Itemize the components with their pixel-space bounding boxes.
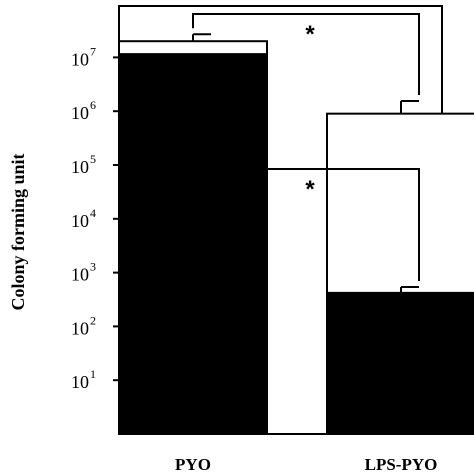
y-tick-exponent: 7 bbox=[90, 44, 96, 58]
y-tick-label: 10 bbox=[71, 49, 89, 69]
y-tick-base: 10 bbox=[71, 157, 89, 177]
significance-bracket bbox=[192, 168, 420, 281]
y-tick-label: 10 bbox=[71, 372, 89, 392]
y-tick-label: 10 bbox=[71, 265, 89, 285]
y-tick-base: 10 bbox=[71, 49, 89, 69]
y-tick-exponent: 5 bbox=[90, 152, 96, 166]
y-tick-base: 10 bbox=[71, 103, 89, 123]
significance-asterisk: * bbox=[305, 21, 315, 48]
category-label-lps-pyo: LPS-PYO bbox=[365, 455, 438, 474]
y-tick-exponent: 1 bbox=[90, 367, 96, 381]
bars bbox=[118, 40, 474, 436]
y-tick-exponent: 3 bbox=[90, 260, 96, 274]
y-tick-exponent: 2 bbox=[90, 313, 96, 327]
y-tick-base: 10 bbox=[71, 372, 89, 392]
y-tick-base: 10 bbox=[71, 211, 89, 231]
significance-asterisk: * bbox=[305, 176, 315, 203]
category-label-pyo: PYO bbox=[175, 455, 211, 474]
significance-bracket bbox=[192, 13, 420, 95]
y-tick-exponent: 6 bbox=[90, 98, 96, 112]
bar-lps-pyo-series-1 bbox=[326, 291, 474, 436]
y-tick-base: 10 bbox=[71, 318, 89, 338]
significance-brackets: ** bbox=[192, 13, 420, 281]
y-tick-label: 10 bbox=[71, 103, 89, 123]
y-tick-label: 10 bbox=[71, 211, 89, 231]
y-tick-label: 10 bbox=[71, 157, 89, 177]
y-tick-exponent: 4 bbox=[90, 206, 96, 220]
y-tick-label: 10 bbox=[71, 318, 89, 338]
y-tick-base: 10 bbox=[71, 265, 89, 285]
y-axis-title: Colony forming unit bbox=[8, 153, 28, 310]
